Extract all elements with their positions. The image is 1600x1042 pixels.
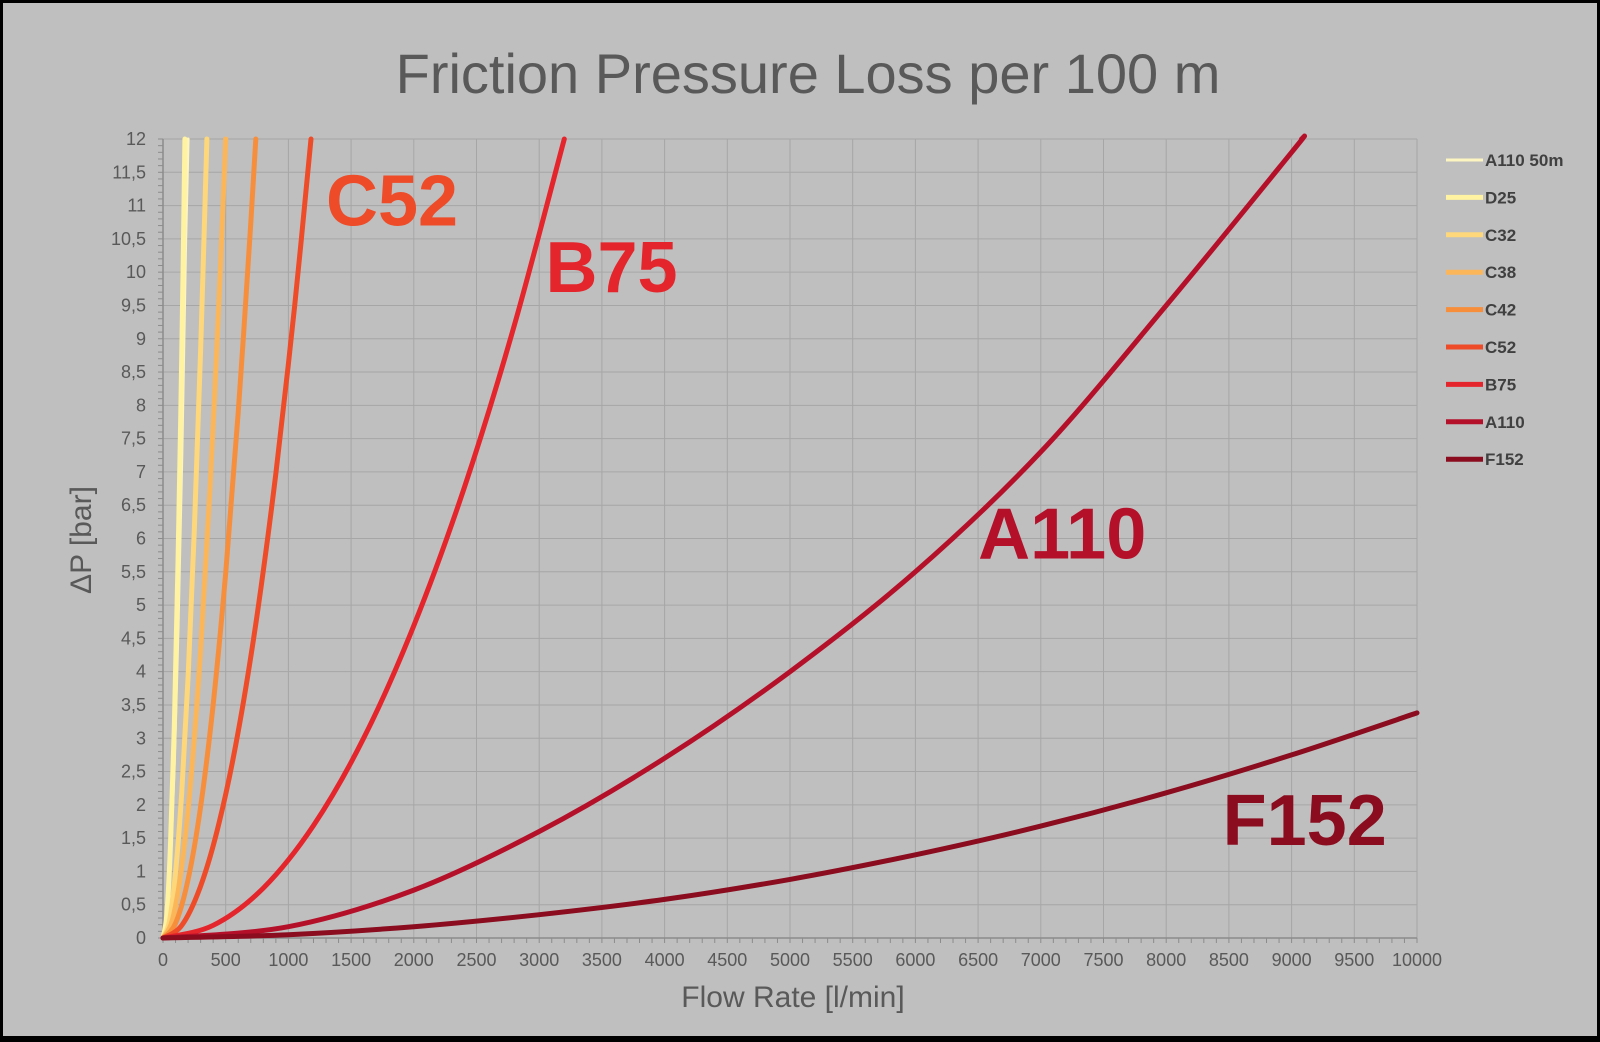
- legend-label-b75: B75: [1485, 375, 1516, 394]
- y-tick-label: 6,5: [121, 495, 146, 515]
- chart-title: Friction Pressure Loss per 100 m: [396, 42, 1221, 105]
- y-tick-label: 5,5: [121, 562, 146, 582]
- annotation-f152: F152: [1223, 781, 1387, 861]
- y-tick-label: 5: [136, 595, 146, 615]
- y-tick-label: 3,5: [121, 695, 146, 715]
- x-tick-label: 8500: [1209, 950, 1249, 970]
- series-line-c38: [160, 136, 229, 941]
- annotation-c52: C52: [326, 162, 458, 242]
- x-tick-label: 2000: [394, 950, 434, 970]
- series-line-b75: [160, 136, 567, 941]
- series-line-a110: [160, 133, 1307, 941]
- x-tick-label: 3000: [519, 950, 559, 970]
- y-tick-label: 3: [136, 728, 146, 748]
- y-tick-label: 4,5: [121, 628, 146, 648]
- annotation-a110: A110: [978, 494, 1146, 574]
- y-tick-label: 9: [136, 329, 146, 349]
- x-tick-label: 9000: [1272, 950, 1312, 970]
- legend-label-a110: A110: [1485, 413, 1525, 432]
- legend-label-c32: C32: [1485, 226, 1516, 245]
- annotation-b75: B75: [545, 228, 677, 308]
- y-tick-label: 12: [126, 129, 146, 149]
- y-tick-label: 6: [136, 529, 146, 549]
- legend-label-d25: D25: [1485, 188, 1516, 207]
- legend-label-f152: F152: [1485, 450, 1524, 469]
- x-tick-label: 8000: [1146, 950, 1186, 970]
- legend-layer: A110 50m D25 C32 C38 C42 C52 B75 A110 F152: [1446, 151, 1563, 469]
- y-tick-label: 2,5: [121, 762, 146, 782]
- series-line-d25: [160, 136, 188, 941]
- y-tick-label: 9,5: [121, 295, 146, 315]
- x-tick-label: 0: [158, 950, 168, 970]
- x-tick-label: 1500: [331, 950, 371, 970]
- y-axis-title: ΔP [bar]: [65, 486, 98, 594]
- axes-layer: 0 500 1000 1500 2000 2500 3000 3500 4000 4500 5000…: [111, 129, 1442, 970]
- legend-label-c38: C38: [1485, 263, 1516, 282]
- annotation-layer: C52 B75 A110 F152: [326, 162, 1387, 861]
- x-tick-label: 500: [211, 950, 241, 970]
- y-tick-label: 7: [136, 462, 146, 482]
- y-tick-label: 1: [136, 861, 146, 881]
- legend-label-a110-50m: A110 50m: [1485, 151, 1563, 170]
- legend-label-c52: C52: [1485, 338, 1516, 357]
- x-tick-label: 7500: [1083, 950, 1123, 970]
- grid-layer: [162, 138, 1418, 939]
- x-tick-label: 9500: [1334, 950, 1374, 970]
- series-line-c42: [160, 136, 259, 941]
- x-tick-label: 1000: [268, 950, 308, 970]
- y-tick-label: 10: [126, 262, 146, 282]
- x-tick-label: 4000: [645, 950, 685, 970]
- y-tick-label: 8,5: [121, 362, 146, 382]
- series-line-f152: [160, 710, 1420, 941]
- x-tick-label: 10000: [1392, 950, 1442, 970]
- x-tick-label: 2500: [456, 950, 496, 970]
- y-tick-label: 4: [136, 662, 146, 682]
- series-line-c52: [160, 136, 314, 941]
- y-tick-label: 11: [127, 196, 146, 216]
- series-line-c32: [160, 136, 210, 941]
- x-tick-label: 5000: [770, 950, 810, 970]
- legend-label-c42: C42: [1485, 301, 1516, 320]
- y-tick-label: 2: [136, 795, 146, 815]
- x-tick-label: 3500: [582, 950, 622, 970]
- y-tick-label: 0: [136, 928, 146, 948]
- x-tick-label: 5500: [833, 950, 873, 970]
- x-axis-title: Flow Rate [l/min]: [681, 981, 904, 1014]
- series-layer: [160, 133, 1420, 941]
- y-tick-label: 0,5: [121, 895, 146, 915]
- y-tick-label: 10,5: [111, 229, 146, 249]
- x-tick-label: 4500: [707, 950, 747, 970]
- y-tick-label: 7,5: [121, 429, 146, 449]
- chart-svg: 0 500 1000 1500 2000 2500 3000 3500 4000 4500 5000…: [65, 42, 1563, 1014]
- y-tick-label: 11,5: [112, 162, 146, 182]
- x-tick-label: 6500: [958, 950, 998, 970]
- x-tick-label: 6000: [895, 950, 935, 970]
- x-tick-label: 7000: [1021, 950, 1061, 970]
- y-tick-label: 1,5: [121, 828, 146, 848]
- y-tick-label: 8: [136, 395, 146, 415]
